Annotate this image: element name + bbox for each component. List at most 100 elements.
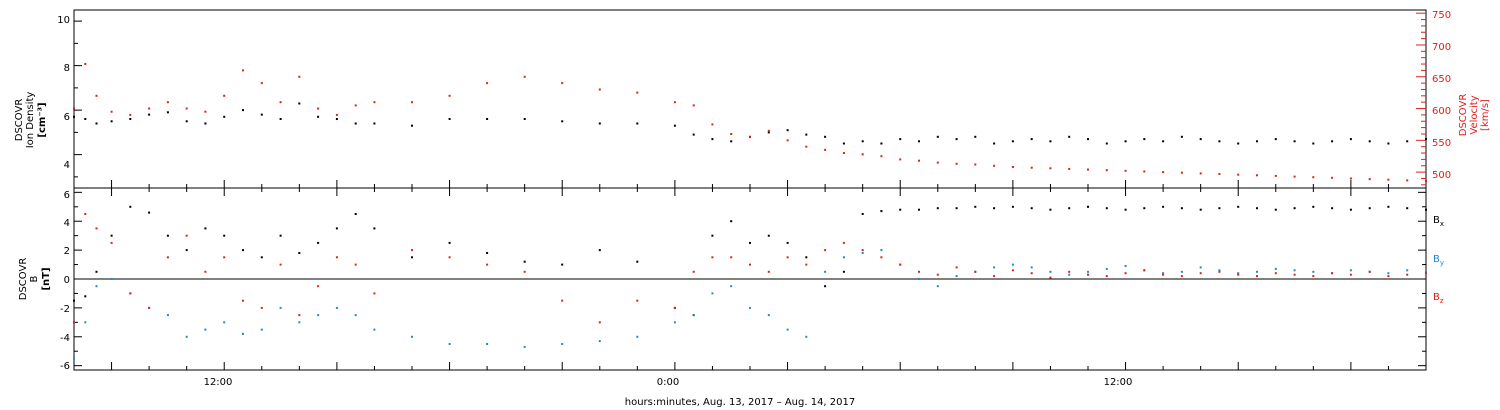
velocity-point [223, 94, 226, 97]
bz-point [767, 270, 770, 273]
by-point [1011, 263, 1014, 266]
by-point [842, 256, 845, 259]
bx-point [1068, 207, 1071, 210]
density-point [298, 102, 301, 105]
density-point [598, 122, 601, 125]
by-point [1256, 270, 1258, 273]
velocity-point [1406, 179, 1409, 182]
velocity-point [598, 88, 601, 91]
bz-point [335, 256, 338, 259]
velocity-point [1180, 171, 1183, 174]
bottom-tick-1: -4 [60, 333, 70, 344]
velocity-point [1162, 171, 1165, 174]
velocity-point [673, 101, 676, 104]
bz-point [1349, 273, 1352, 276]
top-right-tick-4: 700 [1432, 42, 1451, 53]
bz-point [1368, 270, 1371, 273]
by-point [1312, 270, 1315, 273]
velocity-point [1143, 170, 1146, 173]
density-point [993, 142, 996, 145]
velocity-point [730, 133, 733, 135]
bz-point [730, 256, 733, 259]
density-point [673, 124, 676, 127]
density-point [1068, 135, 1071, 138]
density-point [1349, 138, 1352, 141]
velocity-point [354, 104, 357, 107]
velocity-point [918, 159, 920, 162]
by-point [1237, 272, 1240, 275]
bx-point [1180, 207, 1183, 210]
x-tick-label-2: 12:00 [1104, 377, 1133, 388]
velocity-point [411, 101, 413, 104]
bx-point [993, 207, 996, 210]
density-point [84, 118, 87, 120]
bz-point [95, 227, 98, 230]
by-point [1030, 266, 1033, 269]
bz-point [842, 241, 845, 244]
bx-point [955, 207, 958, 210]
bx-point [335, 227, 338, 230]
velocity-point [993, 164, 996, 167]
bx-point [936, 207, 939, 210]
density-point [692, 133, 695, 136]
bz-point [448, 256, 451, 259]
bx-point [448, 241, 451, 244]
top-right-tick-1: 550 [1432, 138, 1451, 149]
by-point [1425, 270, 1427, 273]
bz-point [1199, 272, 1202, 275]
density-point [486, 118, 489, 120]
density-label-line1: DSCOVR [14, 99, 25, 142]
velocity-point [861, 153, 864, 156]
top-left-axis-label: DSCOVR Ion Density [cm⁻³] [14, 92, 48, 149]
bx-point [636, 260, 639, 263]
density-point [824, 135, 827, 138]
bx-point [1256, 207, 1258, 210]
density-point [1087, 138, 1089, 141]
bx-point [1368, 207, 1371, 210]
by-point [448, 343, 451, 345]
velocity-point [448, 94, 451, 97]
velocity-point [767, 129, 770, 132]
velocity-point [936, 161, 939, 164]
bx-point [317, 241, 320, 244]
bx-point [1030, 207, 1033, 210]
by-point [1406, 269, 1409, 272]
density-point [148, 113, 151, 116]
bz-point [673, 306, 676, 309]
bz-point [786, 256, 789, 259]
velocity-point [899, 158, 902, 161]
velocity-point [298, 75, 301, 78]
density-point [260, 113, 263, 116]
bz-point [918, 270, 920, 273]
bz-point [84, 213, 87, 215]
bz-point [824, 249, 827, 252]
density-point [129, 118, 132, 120]
by-point [185, 335, 188, 338]
bz-point [805, 263, 808, 266]
by-point [561, 343, 564, 345]
velocity-point [842, 152, 845, 154]
bx-point [1331, 207, 1334, 210]
by-point [636, 335, 639, 338]
density-point [1312, 142, 1315, 145]
density-point [1425, 138, 1427, 141]
bz-point [1387, 275, 1390, 278]
by-point [598, 340, 601, 343]
density-point [166, 111, 169, 114]
bx-point [1293, 207, 1296, 210]
bx-point [749, 241, 751, 244]
by-point [242, 332, 244, 335]
bx-point [842, 270, 845, 273]
velocity-point [1425, 180, 1427, 182]
velocity-point [955, 162, 958, 165]
bx-point [298, 252, 301, 254]
by-point [861, 252, 864, 254]
velocity-point [1256, 174, 1258, 177]
velocity-point [1124, 169, 1127, 172]
by-point [1199, 266, 1202, 269]
by-point [1162, 272, 1165, 275]
by-point [692, 314, 695, 317]
velocity-point [749, 136, 751, 139]
velocity-point [373, 101, 376, 104]
